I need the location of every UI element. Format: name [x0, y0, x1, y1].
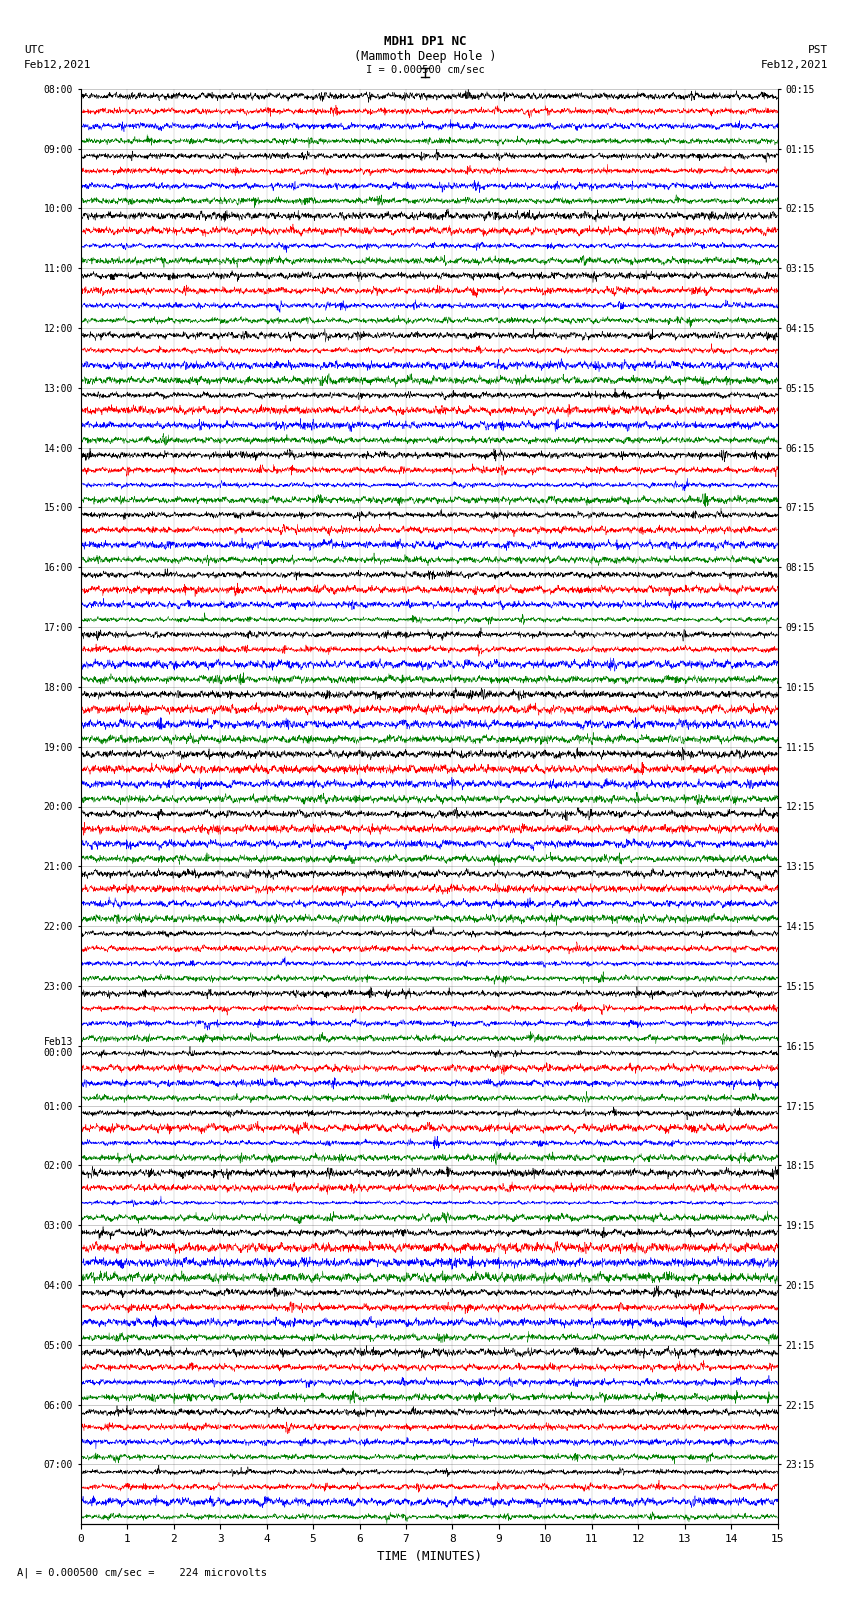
- Text: MDH1 DP1 NC: MDH1 DP1 NC: [383, 35, 467, 48]
- Text: I = 0.000500 cm/sec: I = 0.000500 cm/sec: [366, 65, 484, 74]
- Text: Feb12,2021: Feb12,2021: [24, 60, 92, 69]
- Text: (Mammoth Deep Hole ): (Mammoth Deep Hole ): [354, 50, 496, 63]
- Text: Feb12,2021: Feb12,2021: [761, 60, 828, 69]
- Text: A| = 0.000500 cm/sec =    224 microvolts: A| = 0.000500 cm/sec = 224 microvolts: [17, 1566, 267, 1578]
- X-axis label: TIME (MINUTES): TIME (MINUTES): [377, 1550, 482, 1563]
- Text: UTC: UTC: [24, 45, 44, 55]
- Text: PST: PST: [808, 45, 828, 55]
